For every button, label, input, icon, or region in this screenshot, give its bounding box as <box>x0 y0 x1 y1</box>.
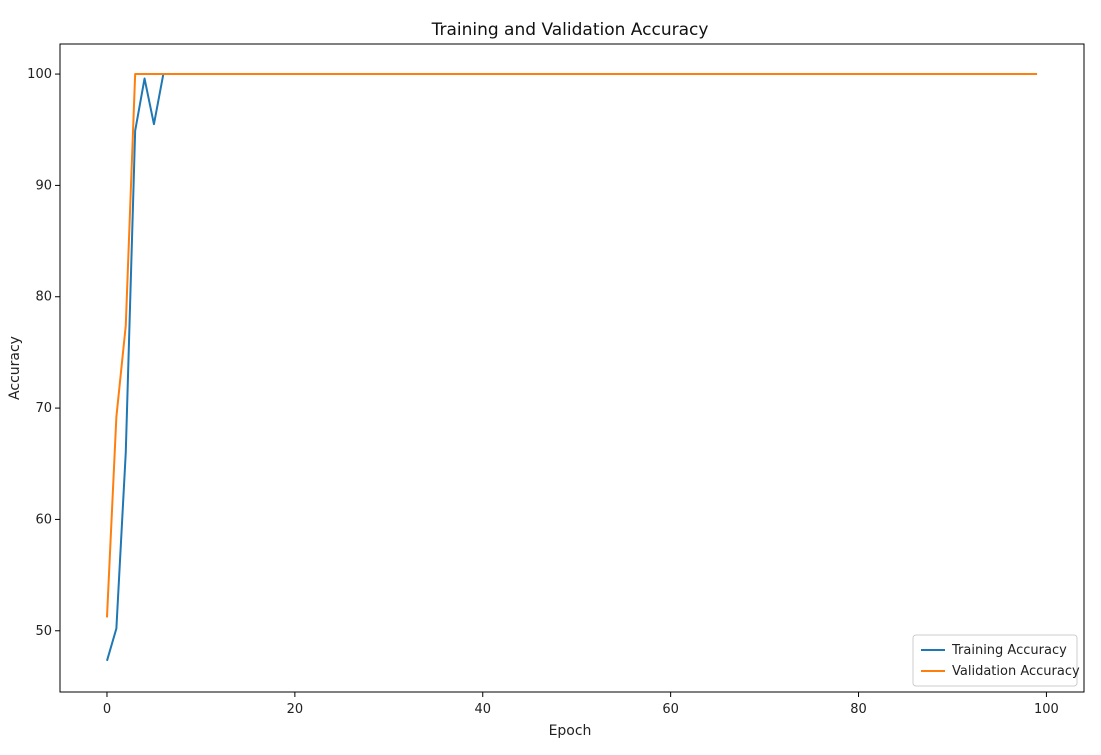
y-tick-label: 60 <box>35 512 52 527</box>
chart-title: Training and Validation Accuracy <box>431 20 709 40</box>
y-tick-label: 80 <box>35 290 52 305</box>
legend-box <box>912 634 1078 687</box>
training-accuracy-line <box>106 73 1038 662</box>
x-axis: 0 20 40 60 80 100 <box>103 692 1059 717</box>
legend-label-training: Training Accuracy <box>951 643 1067 658</box>
legend: Training Accuracy Validation Accuracy <box>912 634 1080 687</box>
x-tick-label: 20 <box>287 702 304 717</box>
legend-label-validation: Validation Accuracy <box>952 664 1080 679</box>
x-tick-label: 80 <box>850 702 867 717</box>
validation-accuracy-line <box>105 73 1038 618</box>
x-tick-label: 0 <box>103 702 111 717</box>
y-axis: 50 60 70 80 90 100 <box>27 67 60 639</box>
series-lines <box>105 73 1038 662</box>
x-axis-label: Epoch <box>549 723 592 739</box>
x-tick-label: 100 <box>1034 702 1059 717</box>
x-tick-label: 40 <box>474 702 491 717</box>
y-tick-label: 100 <box>27 67 52 82</box>
x-tick-label: 60 <box>662 702 679 717</box>
y-axis-label: Accuracy <box>7 336 23 400</box>
y-tick-label: 90 <box>35 178 52 193</box>
y-tick-label: 70 <box>35 401 52 416</box>
plot-area <box>59 43 1085 693</box>
y-tick-label: 50 <box>35 624 52 639</box>
